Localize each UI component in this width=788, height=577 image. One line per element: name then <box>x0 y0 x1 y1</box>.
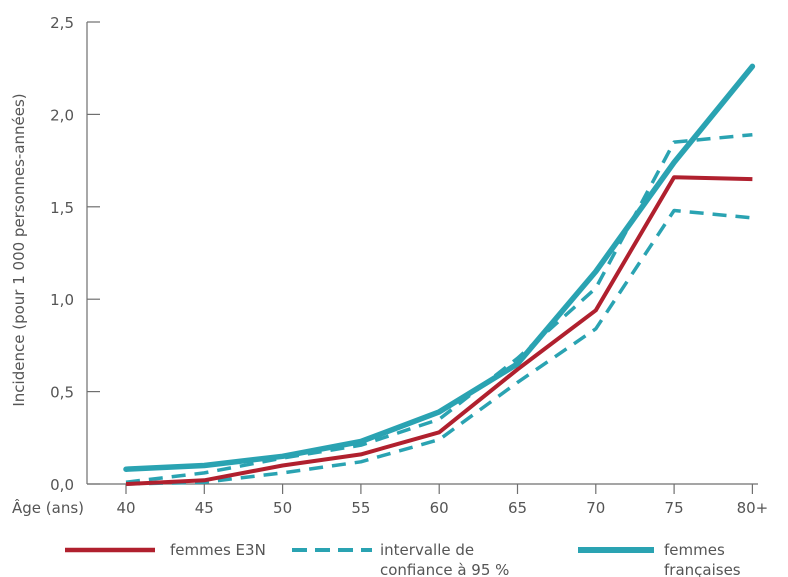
y-tick-label: 2,5 <box>50 14 74 32</box>
x-axis-title: Âge (ans) <box>12 498 84 517</box>
x-tick-label: 65 <box>508 499 527 517</box>
y-tick-label: 1,5 <box>50 199 74 217</box>
series-lines <box>123 63 756 486</box>
y-tick-label: 0,5 <box>50 384 74 402</box>
series-line-e3n <box>125 175 753 486</box>
series-line-france <box>123 63 756 472</box>
x-tick-label: 80+ <box>737 499 769 517</box>
y-tick-label: 0,0 <box>50 476 74 494</box>
legend-label: femmes E3N <box>170 541 266 559</box>
x-tick-label: 70 <box>586 499 605 517</box>
x-tick-label: 55 <box>351 499 370 517</box>
x-tick-label: 75 <box>665 499 684 517</box>
x-tick-label: 40 <box>116 499 135 517</box>
series-line-ci_lower <box>125 208 753 486</box>
legend-label: confiance à 95 % <box>380 561 509 577</box>
y-tick-label: 1,0 <box>50 291 74 309</box>
x-tick-label: 60 <box>430 499 449 517</box>
legend-label: intervalle de <box>380 541 474 559</box>
x-tick-label: 45 <box>195 499 214 517</box>
y-axis-title: Incidence (pour 1 000 personnes-années) <box>10 93 28 406</box>
x-tick-label: 50 <box>273 499 292 517</box>
legend: femmes E3N intervalle de confiance à 95 % f… <box>65 541 741 577</box>
legend-label: femmes <box>664 541 725 559</box>
legend-label: françaises <box>664 561 741 577</box>
series-line-ci_upper <box>125 132 753 484</box>
y-tick-label: 2,0 <box>50 106 74 124</box>
axes: 0,0 0,5 1,0 1,5 2,0 2,5 40 45 50 55 60 65 70 75 80+ <box>50 14 768 517</box>
